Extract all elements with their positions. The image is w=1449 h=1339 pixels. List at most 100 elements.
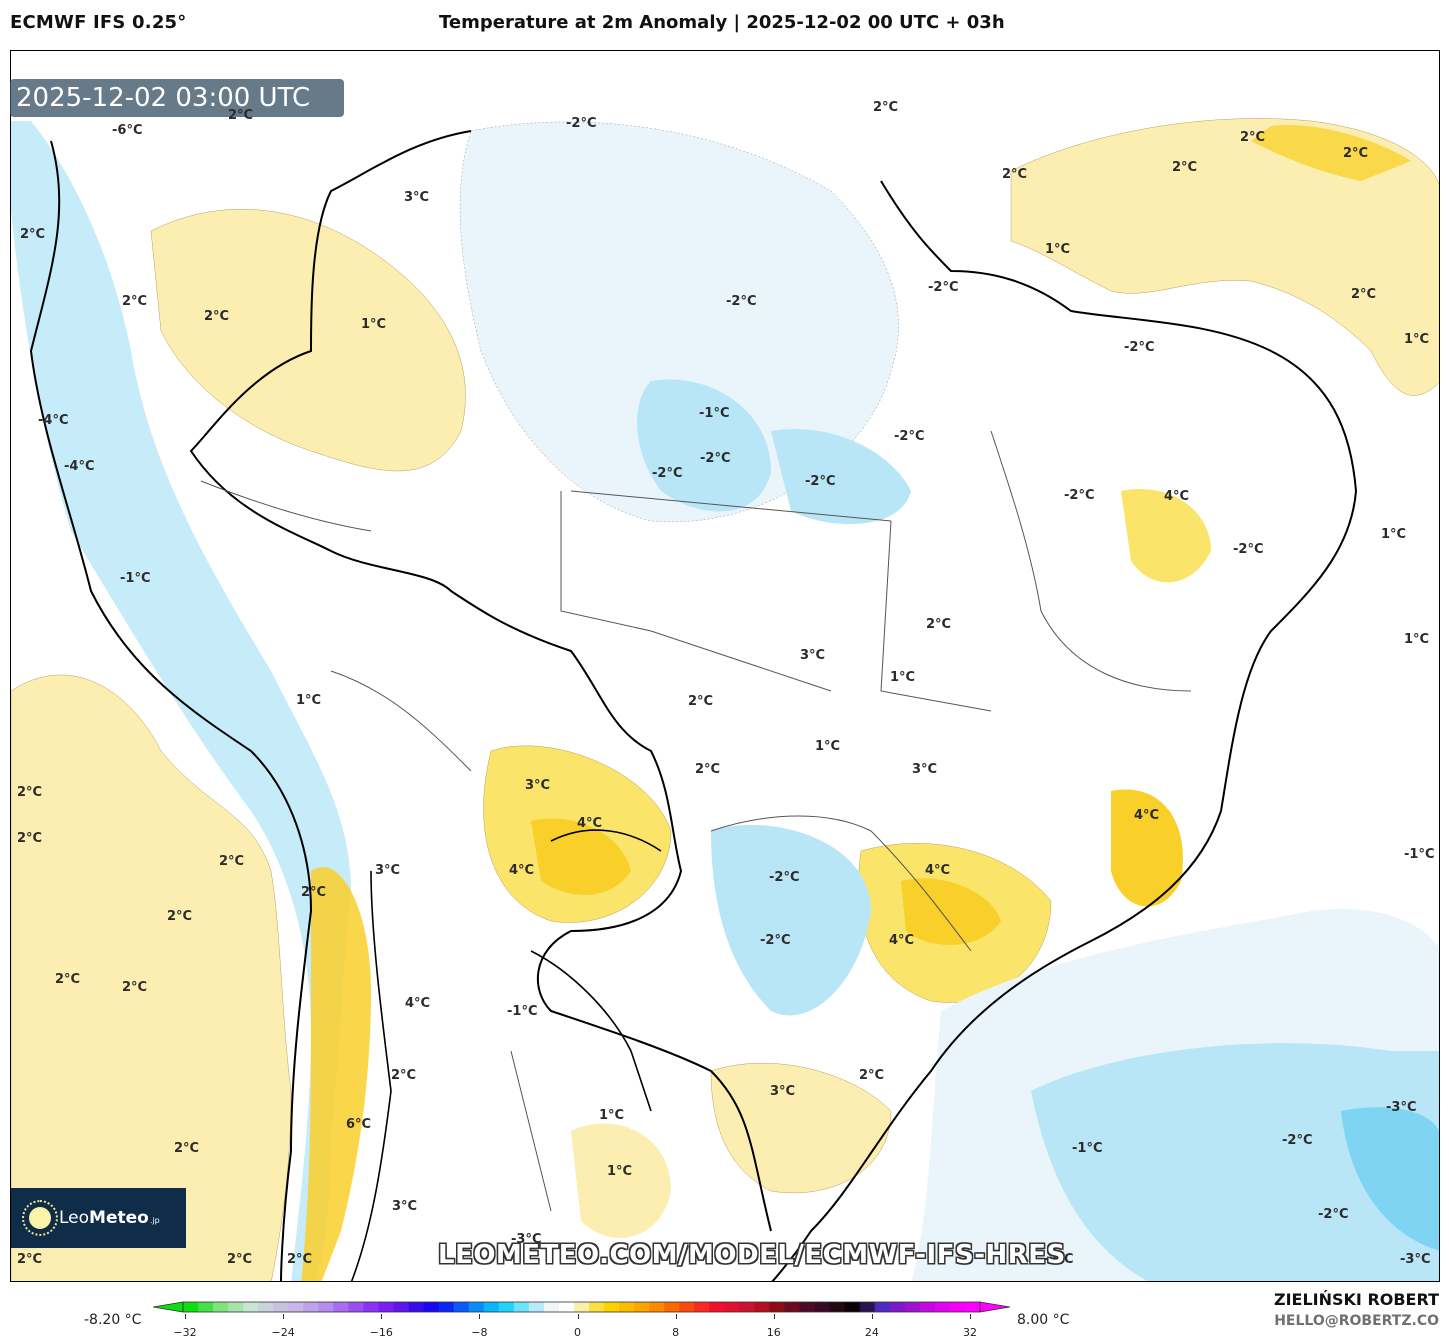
contour-label: 1°C — [1045, 242, 1071, 257]
contour-label: 2°C — [20, 227, 46, 242]
contour-label: 2°C — [926, 617, 952, 632]
colorbar-tick-mark — [773, 1314, 775, 1319]
contour-label: 2°C — [174, 1141, 200, 1156]
cool-core-deep — [1341, 1107, 1439, 1251]
valid-time-badge: 2025-12-02 03:00 UTC — [10, 79, 344, 117]
contour-label: 4°C — [509, 863, 535, 878]
contour-label: 2°C — [1343, 146, 1369, 161]
contour-label: 2°C — [204, 309, 230, 324]
contour-label: 3°C — [392, 1199, 418, 1214]
author-email[interactable]: HELLO@ROBERTZ.CO — [1274, 1313, 1439, 1329]
anomaly-map — [11, 118, 1439, 1281]
contour-label: 2°C — [17, 831, 43, 846]
contour-label: 1°C — [361, 317, 387, 332]
colorbar-tick-mark — [675, 1314, 677, 1319]
contour-label: 4°C — [889, 933, 915, 948]
colorbar-tick-label: 32 — [963, 1326, 977, 1339]
colorbar-tick-label: 8 — [672, 1326, 680, 1339]
warm-anomaly-atlantic-north — [1010, 118, 1439, 396]
contour-label: -1°C — [1072, 1141, 1103, 1156]
contour-label: -3°C — [511, 1232, 542, 1247]
contour-label: 3°C — [404, 190, 430, 205]
contour-label: -2°C — [760, 933, 791, 948]
contour-label: 1°C — [296, 693, 322, 708]
colorbar-tick-label: 24 — [864, 1326, 879, 1339]
warm-core-midwest — [531, 818, 631, 895]
contour-label: -2°C — [652, 466, 683, 481]
border-paraguay — [530, 829, 662, 1112]
contour-label: 2°C — [167, 909, 193, 924]
border-andes — [350, 870, 392, 1281]
colorbar-tick-label: 16 — [766, 1326, 781, 1339]
colorbar-tick-mark — [283, 1314, 285, 1319]
colorbar-tick-mark — [381, 1314, 383, 1319]
contour-label: -2°C — [1124, 340, 1155, 355]
contour-label: 2°C — [391, 1068, 417, 1083]
logo-text: LeoMeteo.jp — [59, 1208, 160, 1228]
contour-label: 2°C — [122, 294, 148, 309]
warm-anomaly-northwest — [150, 208, 466, 472]
contour-label: -2°C — [1064, 488, 1095, 503]
contour-label: 2°C — [219, 854, 245, 869]
contour-label: -2°C — [726, 294, 757, 309]
model-title: ECMWF IFS 0.25° — [10, 12, 187, 33]
colorbar-tick-mark — [871, 1314, 873, 1319]
author-name: ZIELIŃSKI ROBERT — [1273, 1290, 1439, 1309]
contour-label: 3°C — [800, 648, 826, 663]
contour-label: -1°C — [507, 1004, 538, 1019]
leometeo-logo[interactable]: LeoMeteo.jp — [11, 1188, 186, 1248]
contour-label: -2°C — [1043, 1252, 1074, 1267]
contour-label: -3°C — [1386, 1100, 1417, 1115]
colorbar-tick-label: −24 — [271, 1326, 295, 1339]
contour-label: 2°C — [17, 1252, 43, 1267]
contour-label: 3°C — [525, 778, 551, 793]
contour-label: 2°C — [122, 980, 148, 995]
colorbar-tick-mark — [479, 1314, 481, 1319]
state-borders — [200, 430, 1192, 1212]
contour-label: -2°C — [805, 474, 836, 489]
coastline-west — [29, 140, 313, 1281]
colorbar-tick-mark — [185, 1314, 186, 1319]
contour-label: -2°C — [566, 116, 597, 131]
contour-label: -1°C — [120, 571, 151, 586]
contour-label: -3°C — [1400, 1252, 1431, 1267]
colorbar-tick-label: −8 — [471, 1326, 488, 1339]
contour-label: -4°C — [64, 459, 95, 474]
contour-label: 1°C — [1404, 332, 1430, 347]
warm-core-southeast — [901, 878, 1001, 945]
contour-label: 2°C — [1351, 287, 1377, 302]
cool-anomaly-pantanal — [711, 824, 871, 1016]
contour-label: 3°C — [375, 863, 401, 878]
colorbar-min-label: -8.20 °C — [84, 1312, 142, 1328]
contour-label: 2°C — [17, 785, 43, 800]
colorbar-tick-mark — [970, 1314, 971, 1319]
contour-label: -2°C — [700, 451, 731, 466]
contour-label: 6°C — [346, 1117, 372, 1132]
colorbar-max-label: 8.00 °C — [1017, 1312, 1070, 1328]
cool-core-central — [771, 429, 911, 525]
contour-label: -4°C — [38, 413, 69, 428]
warm-core-atlantic — [1251, 125, 1411, 181]
colorbar-tick-mark — [577, 1314, 579, 1319]
contour-label: -2°C — [1318, 1207, 1349, 1222]
contour-label: 2°C — [1172, 160, 1198, 175]
colorbar-tick-label: −16 — [369, 1326, 393, 1339]
warm-anomaly-east — [1111, 789, 1183, 907]
contour-label: 3°C — [912, 762, 938, 777]
sun-icon — [22, 1200, 58, 1236]
contour-label: 3°C — [770, 1084, 796, 1099]
contour-label: -6°C — [112, 123, 143, 138]
colorbar-tick-label: 0 — [574, 1326, 581, 1339]
map-panel[interactable] — [10, 50, 1440, 1282]
contour-label: 1°C — [1404, 632, 1430, 647]
contour-label: 2°C — [859, 1068, 885, 1083]
colorbar — [153, 1301, 1010, 1313]
contour-label: 4°C — [1164, 489, 1190, 504]
contour-label: 1°C — [815, 739, 841, 754]
contour-label: 1°C — [890, 670, 916, 685]
contour-label: 2°C — [1002, 167, 1028, 182]
coastline-brazil — [771, 180, 1358, 1281]
contour-label: -2°C — [894, 429, 925, 444]
contour-label: 2°C — [227, 1252, 253, 1267]
contour-label: -2°C — [1233, 542, 1264, 557]
